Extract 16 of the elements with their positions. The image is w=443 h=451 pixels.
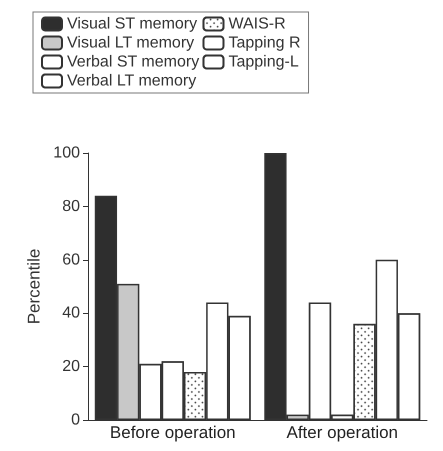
y-tick-label: 100 — [53, 144, 80, 162]
y-tick-label: 40 — [62, 304, 80, 322]
x-tick-label: Before operation — [110, 423, 236, 442]
legend-label: Verbal ST memory — [67, 54, 200, 70]
y-tick-label: 60 — [62, 251, 80, 268]
x-tick-label: After operation — [286, 423, 398, 442]
legend-label: WAIS-R — [228, 16, 286, 32]
y-tick-label: 80 — [62, 198, 80, 215]
legend-label: Tapping-L — [228, 54, 299, 70]
legend-label: Verbal LT memory — [67, 72, 196, 90]
y-axis-title: Percentile — [24, 248, 44, 324]
legend-label: Visual ST memory — [67, 16, 198, 32]
legend-label: Tapping R — [228, 34, 301, 52]
y-tick-label: 20 — [62, 358, 80, 376]
legend-label: Visual LT memory — [67, 34, 194, 52]
y-tick-label: 0 — [71, 412, 80, 428]
